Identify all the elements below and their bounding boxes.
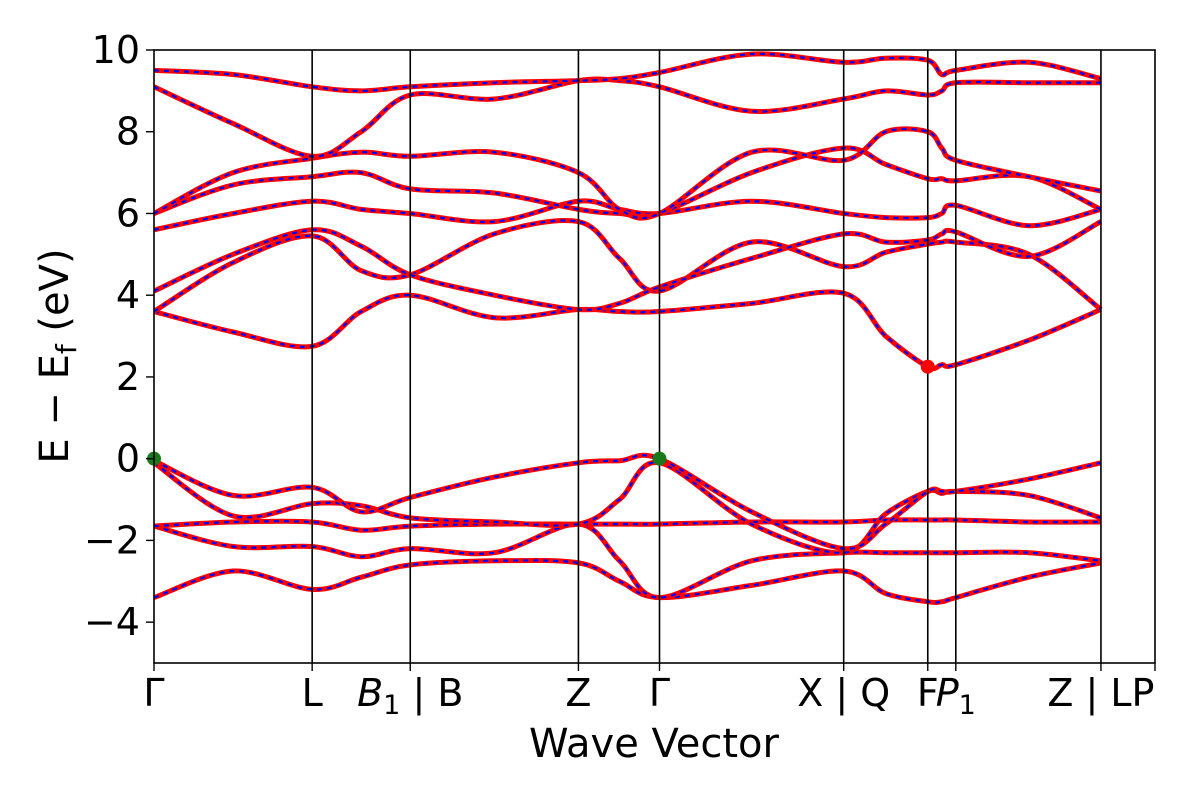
x-tick-label-4: Γ [649, 671, 670, 715]
x-tick-label-5: X | Q [797, 671, 890, 716]
band-edge-markers [147, 359, 935, 466]
x-tick-label-8: Z | LP [1047, 671, 1154, 716]
band-6-wannier-line [154, 292, 1155, 369]
y-axis-ticks: −4 −2 0 2 4 6 8 10 [84, 28, 154, 644]
vbm-marker-1 [652, 451, 667, 466]
x-axis-title: Wave Vector [529, 721, 780, 767]
x-tick-label-0: Γ [143, 671, 164, 715]
band-6-dft-line [154, 292, 1155, 369]
y-tick-label-1: −2 [84, 518, 140, 562]
k-point-lines [311, 50, 1102, 663]
x-tick-label-6: F [917, 671, 939, 715]
band-7-dft-line [154, 220, 1155, 311]
y-tick-label-5: 6 [116, 191, 140, 235]
y-tick-label-3: 2 [116, 355, 140, 399]
y-axis-title-subscript: f [50, 343, 83, 354]
y-axis-title-space [32, 332, 78, 345]
y-tick-label-0: −4 [84, 600, 140, 644]
y-tick-label-6: 8 [116, 110, 140, 154]
x-axis-ticks: Γ L B1 | B Z Γ X | Q FP1 Z | LP [143, 663, 1156, 721]
band-5-wannier-line [154, 455, 1155, 549]
y-tick-label-2: 0 [116, 437, 140, 481]
y-axis-title-unit: (eV) [32, 248, 78, 331]
plot-frame [153, 49, 1156, 664]
y-tick-label-7: 10 [92, 28, 140, 72]
cbm-marker-2 [920, 359, 935, 374]
bands-layer [154, 54, 1155, 603]
band-11-dft-line [154, 129, 1155, 218]
y-axis-title-main: E − E [32, 354, 78, 464]
x-tick-label-3: Z [565, 671, 591, 715]
x-tick-label-2: B1 | B [357, 671, 463, 721]
y-tick-label-4: 4 [116, 273, 140, 317]
band-4-wannier-line [154, 462, 1155, 552]
band-5-dft-line [154, 455, 1155, 549]
band-4-dft-line [154, 462, 1155, 552]
y-axis-title: E − Ef (eV) [32, 248, 83, 463]
x-tick-label-1: L [302, 671, 323, 715]
x-tick-label-7: P1 [936, 671, 976, 721]
